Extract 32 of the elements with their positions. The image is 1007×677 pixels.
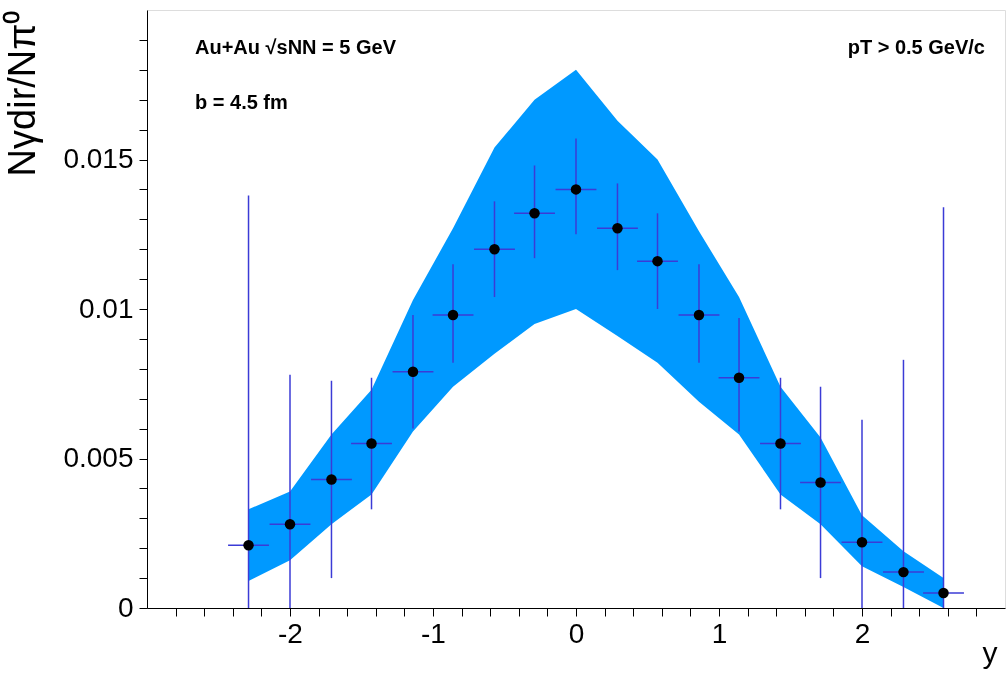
point <box>366 438 377 449</box>
x-tick-label: 2 <box>854 617 871 649</box>
point <box>652 255 663 267</box>
y-tick-label: 0.005 <box>63 442 134 473</box>
x-tick-label: 1 <box>711 617 728 649</box>
point <box>612 223 623 234</box>
point <box>284 519 296 530</box>
point <box>733 372 745 383</box>
y-tick-label: 0 <box>117 591 134 623</box>
point <box>326 474 337 485</box>
x-tick-label: -2 <box>278 617 303 649</box>
y-axis-title: Nγdir/Nπ⁰ <box>1 10 44 177</box>
point <box>570 184 582 195</box>
x-tick-label: -1 <box>421 617 446 649</box>
y-tick-label: 0.015 <box>63 143 134 174</box>
annotation: pT > 0.5 GeV/c <box>847 36 985 58</box>
point <box>447 309 459 321</box>
point <box>775 438 786 449</box>
annotation: b = 4.5 fm <box>195 91 288 113</box>
point <box>693 309 705 321</box>
point <box>938 587 949 599</box>
point <box>898 566 909 578</box>
point <box>815 477 826 488</box>
x-axis-title: y <box>982 635 998 669</box>
point <box>529 208 540 219</box>
x-tick-label: 0 <box>568 617 585 649</box>
y-tick-label: 0.01 <box>79 292 134 324</box>
annotation: Au+Au √sNN = 5 GeV <box>195 36 397 58</box>
point <box>407 366 419 378</box>
point <box>489 243 500 255</box>
point <box>243 539 254 551</box>
point <box>856 536 868 548</box>
